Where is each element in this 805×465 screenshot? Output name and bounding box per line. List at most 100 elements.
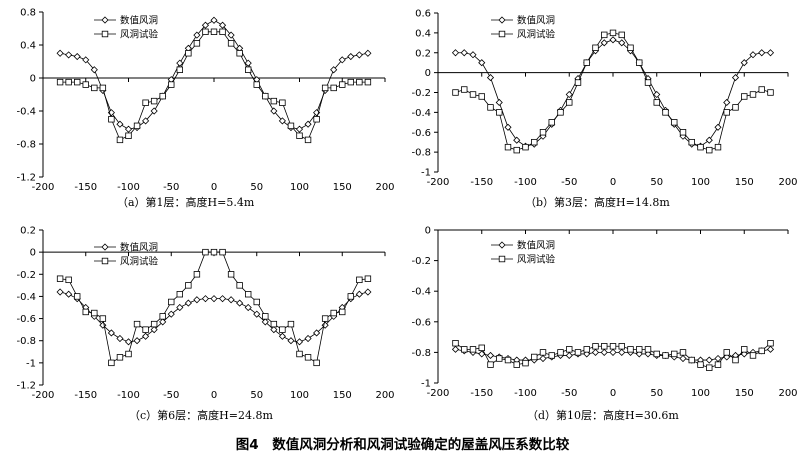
x-tick-label: -50 <box>163 182 179 193</box>
series-line-numerical <box>455 39 771 147</box>
panel-caption-c: （c）第6层：高度H=24.8m <box>129 409 273 422</box>
data-point-experiment <box>287 122 295 130</box>
data-point-experiment <box>627 346 634 353</box>
data-point-experiment <box>697 143 704 151</box>
data-point-numerical <box>56 49 64 57</box>
data-point-experiment <box>262 92 269 100</box>
data-point-experiment <box>321 84 329 92</box>
data-point-numerical <box>133 337 141 345</box>
x-tick-label: 200 <box>778 177 797 188</box>
data-point-numerical <box>253 310 261 318</box>
data-point-numerical <box>495 98 503 107</box>
data-point-numerical <box>65 290 73 298</box>
data-point-experiment <box>478 93 485 100</box>
data-point-experiment <box>356 78 363 86</box>
data-point-experiment <box>469 91 477 98</box>
data-point-experiment <box>557 349 564 356</box>
data-point-experiment <box>583 59 590 66</box>
data-point-experiment <box>714 143 722 151</box>
x-tick-label: -50 <box>561 177 577 188</box>
data-point-experiment <box>56 78 64 86</box>
data-point-experiment <box>723 349 730 356</box>
data-point-experiment <box>671 350 678 358</box>
x-tick-label: -50 <box>561 388 577 399</box>
data-point-experiment <box>202 248 209 256</box>
legend-marker <box>498 241 506 249</box>
x-tick-label: 150 <box>735 177 754 188</box>
data-point-experiment <box>210 28 218 35</box>
y-tick-label: -0.2 <box>411 256 431 267</box>
data-point-experiment <box>176 66 183 73</box>
data-point-numerical <box>295 338 304 346</box>
data-point-experiment <box>159 92 166 100</box>
data-point-experiment <box>227 40 235 47</box>
y-tick-label: -0.2 <box>411 88 431 99</box>
data-point-numerical <box>766 49 775 57</box>
data-point-experiment <box>82 81 89 88</box>
panel-caption-b: （b）第3层：高度H=14.8m <box>525 196 670 209</box>
y-tick-label: -0.8 <box>411 348 431 359</box>
data-point-numerical <box>504 123 512 131</box>
legend-marker <box>498 30 506 38</box>
data-point-experiment <box>487 361 494 368</box>
data-point-numerical <box>107 329 115 337</box>
data-point-numerical <box>565 351 573 360</box>
data-point-numerical <box>150 326 158 334</box>
data-point-numerical <box>56 288 64 296</box>
data-point-experiment <box>732 356 739 364</box>
data-point-experiment <box>644 79 652 86</box>
data-point-numerical <box>679 354 687 363</box>
data-point-numerical <box>714 354 722 363</box>
data-point-experiment <box>116 136 124 144</box>
data-point-numerical <box>364 288 372 296</box>
data-point-numerical <box>355 290 363 298</box>
data-point-experiment <box>548 352 555 359</box>
data-point-numerical <box>486 74 495 82</box>
data-point-numerical <box>749 51 757 59</box>
y-tick-label: -0.8 <box>411 148 431 159</box>
data-point-experiment <box>65 276 72 284</box>
data-point-numerical <box>82 56 90 64</box>
data-point-experiment <box>321 315 329 322</box>
legend-label: 数值风洞 <box>517 240 555 252</box>
data-point-numerical <box>218 295 227 303</box>
data-point-experiment <box>592 44 599 51</box>
data-point-experiment <box>609 29 617 37</box>
y-tick-label: -1 <box>421 168 431 179</box>
data-point-experiment <box>150 320 158 328</box>
data-point-numerical <box>159 318 167 326</box>
data-point-numerical <box>460 49 468 57</box>
x-tick-label: 200 <box>778 388 797 399</box>
data-point-numerical <box>451 345 460 353</box>
y-tick-label: -0.8 <box>16 336 36 347</box>
data-point-numerical <box>142 117 150 125</box>
data-point-numerical <box>176 59 184 67</box>
data-point-experiment <box>159 313 166 320</box>
data-point-experiment <box>723 109 730 116</box>
y-tick-label: -0.6 <box>411 128 431 139</box>
data-point-experiment <box>168 81 175 88</box>
x-tick-label: -200 <box>427 177 450 188</box>
data-point-numerical <box>600 348 608 356</box>
panel-caption-a: （a）第1层：高度H=5.4m <box>117 196 255 209</box>
data-point-numerical <box>210 16 218 24</box>
data-point-numerical <box>244 303 252 312</box>
y-tick-label: 0.4 <box>20 41 36 52</box>
data-point-experiment <box>679 129 687 136</box>
y-tick-label: 0 <box>425 226 431 237</box>
data-point-experiment <box>662 109 669 116</box>
legend-marker <box>101 243 109 251</box>
x-tick-label: 50 <box>250 390 263 401</box>
data-point-numerical <box>116 334 124 343</box>
y-tick-label: -0.4 <box>16 107 36 118</box>
data-point-experiment <box>749 91 757 98</box>
data-point-experiment <box>82 308 89 316</box>
data-point-experiment <box>330 84 337 92</box>
legend-marker <box>498 16 506 24</box>
data-point-experiment <box>609 343 617 350</box>
x-tick-label: -150 <box>470 177 493 188</box>
y-tick-label: 0.2 <box>415 48 431 59</box>
data-point-experiment <box>270 97 278 105</box>
x-tick-label: 0 <box>211 390 217 401</box>
data-point-experiment <box>583 346 590 353</box>
